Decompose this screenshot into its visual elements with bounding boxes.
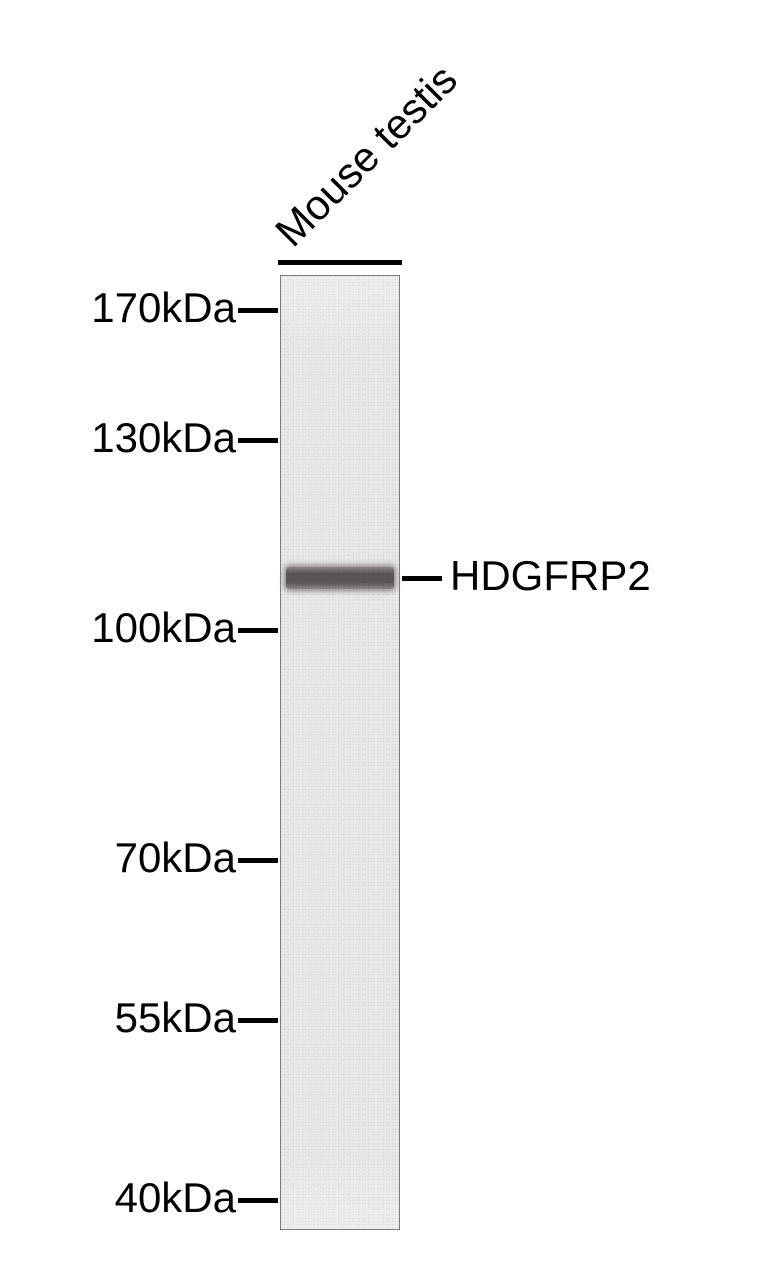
blot-lane (280, 275, 400, 1230)
figure-container: { "canvas": { "width": 757, "height": 12… (0, 0, 757, 1280)
marker-label: 100kDa (91, 604, 236, 652)
marker-tick (238, 1018, 278, 1023)
band-tick (402, 576, 442, 581)
marker-tick (238, 308, 278, 313)
blot-lane-border (280, 275, 400, 1230)
lane-label: Mouse testis (266, 55, 467, 256)
marker-label: 55kDa (115, 994, 236, 1042)
band-label: HDGFRP2 (450, 552, 651, 600)
band (286, 567, 394, 589)
marker-label: 130kDa (91, 414, 236, 462)
marker-label: 70kDa (115, 834, 236, 882)
lane-label-underline (278, 260, 402, 265)
marker-tick (238, 438, 278, 443)
marker-tick (238, 1198, 278, 1203)
marker-label: 170kDa (91, 284, 236, 332)
marker-label: 40kDa (115, 1174, 236, 1222)
marker-tick (238, 858, 278, 863)
marker-tick (238, 628, 278, 633)
